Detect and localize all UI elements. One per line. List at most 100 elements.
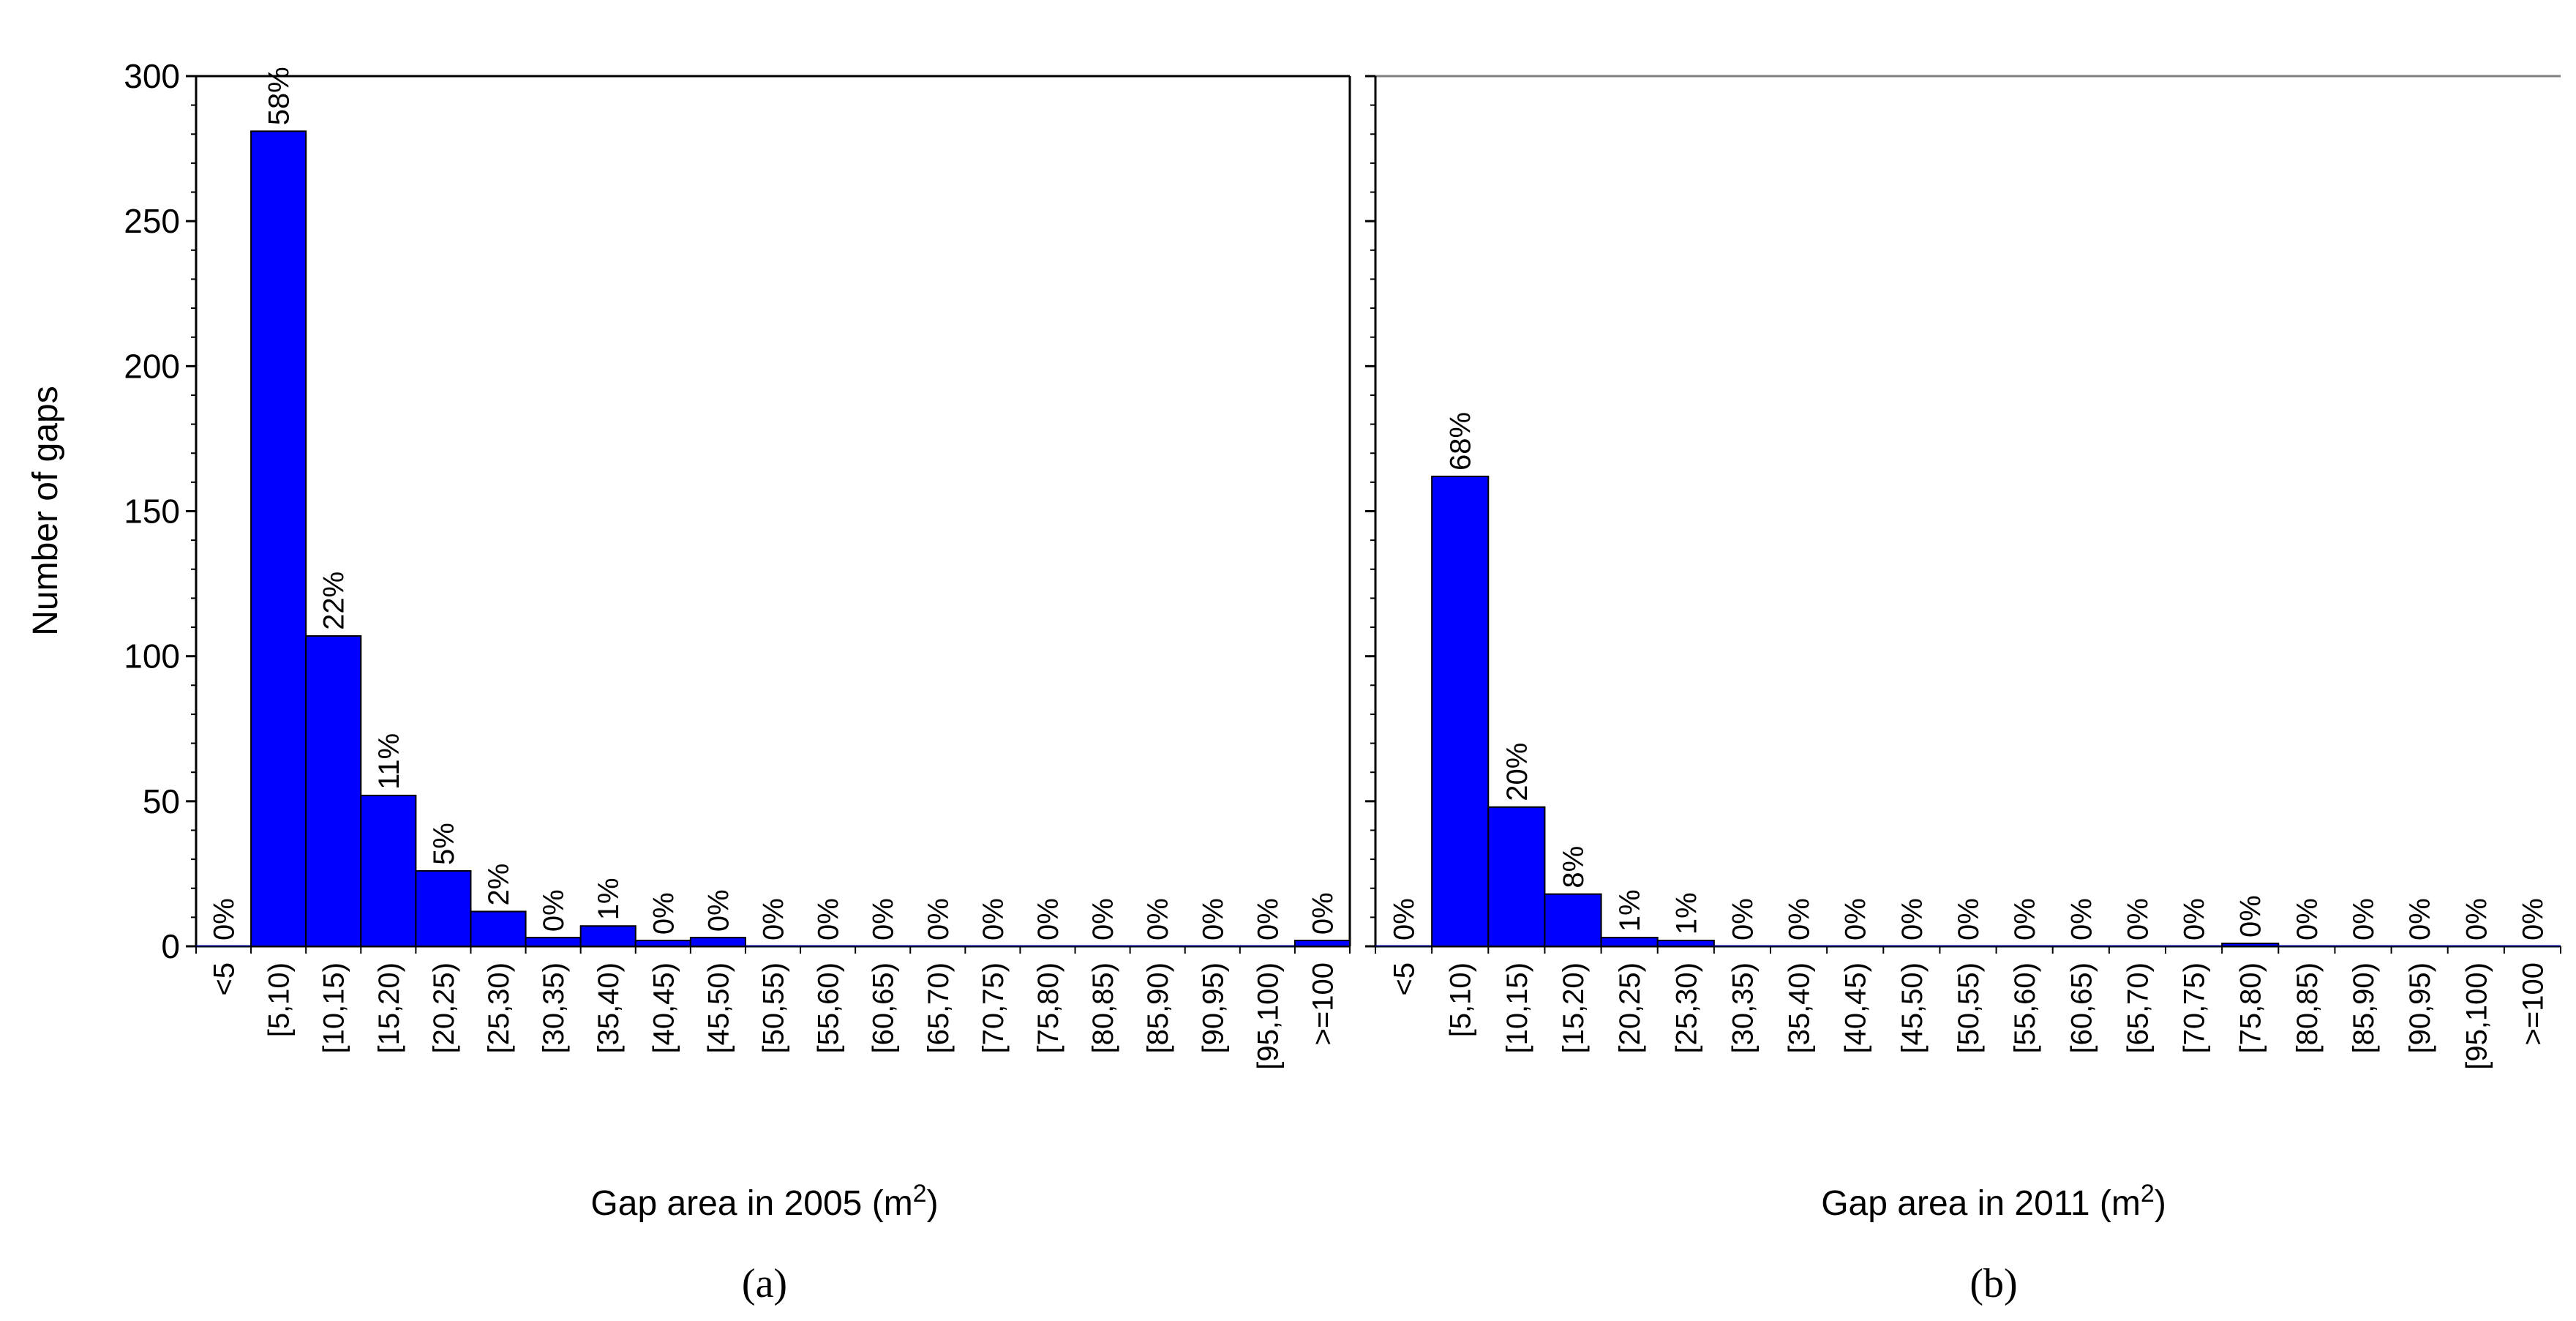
bar	[689, 937, 746, 947]
x-tick-label: [30,35)	[538, 962, 570, 1054]
x-tick-label: [35,40)	[1784, 962, 1816, 1054]
x-tick-label: [65,70)	[923, 962, 955, 1054]
y-tick-label: 250	[124, 202, 180, 240]
x-tick-label: [40,45)	[647, 962, 680, 1054]
data-label-percent: 0%	[1840, 898, 1872, 940]
data-label-percent: 0%	[2517, 898, 2549, 940]
x-tick-label: [95,100)	[2460, 962, 2493, 1070]
data-label-percent: 0%	[1727, 898, 1759, 940]
x-tick-label: >=100	[2517, 962, 2549, 1045]
x-tick-label: [90,95)	[2404, 962, 2436, 1054]
data-label-percent: 0%	[1197, 898, 1229, 940]
data-label-percent: 68%	[1445, 412, 1477, 471]
data-label-percent: 11%	[373, 733, 405, 790]
y-tick-label: 0	[161, 927, 180, 965]
x-tick-label: <5	[1389, 962, 1421, 996]
data-label-percent: 0%	[2404, 898, 2436, 940]
data-label-percent: 2%	[483, 864, 515, 906]
panel-label-a: (a)	[742, 1261, 787, 1306]
data-label-percent: 0%	[1953, 898, 1985, 940]
bar	[525, 937, 582, 947]
bar	[634, 940, 691, 948]
data-label-percent: 0%	[2348, 898, 2380, 940]
data-label-percent: 0%	[2460, 898, 2493, 940]
bar	[2221, 943, 2280, 947]
x-tick-label: [90,95)	[1197, 962, 1229, 1054]
data-label-percent: 0%	[2122, 898, 2154, 940]
data-label-percent: 0%	[977, 898, 1010, 940]
x-tick-label: [25,30)	[1670, 962, 1702, 1054]
data-label-percent: 20%	[1501, 743, 1533, 801]
x-tick-label: <5	[209, 962, 241, 996]
x-tick-label: [80,85)	[1087, 962, 1119, 1054]
y-tick-label: 150	[124, 493, 180, 531]
x-tick-label: [45,50)	[1896, 962, 1929, 1054]
x-tick-label: [65,70)	[2122, 962, 2154, 1054]
data-label-percent: 0%	[2065, 898, 2098, 940]
x-tick-label: [35,40)	[593, 962, 625, 1054]
x-tick-label: [5,10)	[1445, 962, 1477, 1037]
bar	[1544, 893, 1602, 948]
x-tick-label: >=100	[1307, 962, 1339, 1045]
data-label-percent: 1%	[1614, 889, 1646, 932]
x-tick-label: [55,60)	[813, 962, 845, 1054]
bar	[1600, 937, 1659, 947]
x-tick-label: [20,25)	[1614, 962, 1646, 1054]
x-tick-label: [15,20)	[1558, 962, 1590, 1054]
data-label-percent: 0%	[647, 892, 680, 935]
bar	[1293, 940, 1351, 948]
data-label-percent: 22%	[318, 572, 350, 630]
data-label-percent: 0%	[1087, 898, 1119, 940]
data-label-percent: 0%	[1389, 898, 1421, 940]
bar	[470, 910, 527, 947]
data-label-percent: 58%	[263, 67, 296, 125]
x-tick-label: [75,80)	[1032, 962, 1064, 1054]
x-axis-title: Gap area in 2011 (m2)	[1821, 1180, 2166, 1223]
data-label-percent: 0%	[923, 898, 955, 940]
y-tick-label: 200	[124, 347, 180, 385]
bar	[579, 925, 637, 948]
x-tick-label: [10,15)	[318, 962, 350, 1054]
x-tick-label: [70,75)	[2179, 962, 2211, 1054]
x-tick-label: [60,65)	[2065, 962, 2098, 1054]
y-tick-label: 50	[143, 782, 180, 820]
x-tick-label: [85,90)	[1142, 962, 1174, 1054]
data-label-percent: 8%	[1558, 846, 1590, 888]
x-tick-label: [30,35)	[1727, 962, 1759, 1054]
bar	[250, 130, 307, 947]
x-tick-label: [40,45)	[1840, 962, 1872, 1054]
data-label-percent: 0%	[1032, 898, 1064, 940]
data-label-percent: 0%	[2291, 898, 2324, 940]
data-label-percent: 0%	[1307, 892, 1339, 935]
x-tick-label: [55,60)	[2009, 962, 2041, 1054]
x-tick-label: [95,100)	[1252, 962, 1284, 1070]
data-label-percent: 0%	[2235, 895, 2267, 938]
bar	[1431, 475, 1490, 947]
data-label-percent: 0%	[1142, 898, 1174, 940]
data-label-percent: 1%	[593, 877, 625, 920]
chart-panel-a: 0 50 100 150 200 250 300 0% <5 58% [5,10) 22% [10,15…	[26, 57, 1351, 1223]
bar	[360, 794, 417, 947]
x-tick-label: [70,75)	[977, 962, 1010, 1054]
data-label-percent: 5%	[428, 823, 460, 865]
y-tick-label: 100	[124, 637, 180, 676]
bar	[1656, 940, 1715, 948]
data-label-percent: 0%	[758, 898, 790, 940]
x-tick-label: [45,50)	[702, 962, 735, 1054]
x-tick-label: [50,55)	[1953, 962, 1985, 1054]
x-tick-label: [10,15)	[1501, 962, 1533, 1054]
data-label-percent: 0%	[209, 898, 241, 940]
bar	[1487, 806, 1546, 948]
x-tick-label: [85,90)	[2348, 962, 2380, 1054]
data-label-percent: 0%	[1896, 898, 1929, 940]
y-axis-title: Number of gaps	[26, 386, 65, 636]
x-tick-label: [50,55)	[758, 962, 790, 1054]
data-label-percent: 0%	[1252, 898, 1284, 940]
data-label-percent: 0%	[702, 889, 735, 932]
data-label-percent: 0%	[538, 889, 570, 932]
x-tick-label: [15,20)	[373, 962, 405, 1054]
x-tick-label: [25,30)	[483, 962, 515, 1054]
y-tick-label: 300	[124, 57, 180, 95]
